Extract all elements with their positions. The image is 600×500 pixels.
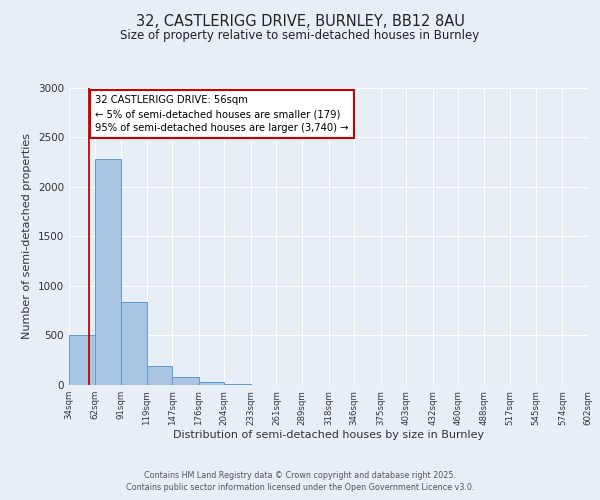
X-axis label: Distribution of semi-detached houses by size in Burnley: Distribution of semi-detached houses by … — [173, 430, 484, 440]
Text: 32 CASTLERIGG DRIVE: 56sqm
← 5% of semi-detached houses are smaller (179)
95% of: 32 CASTLERIGG DRIVE: 56sqm ← 5% of semi-… — [95, 96, 349, 134]
Text: 32, CASTLERIGG DRIVE, BURNLEY, BB12 8AU: 32, CASTLERIGG DRIVE, BURNLEY, BB12 8AU — [136, 14, 464, 29]
Y-axis label: Number of semi-detached properties: Number of semi-detached properties — [22, 133, 32, 339]
Bar — [199, 382, 224, 385]
Bar — [95, 159, 121, 385]
Text: Size of property relative to semi-detached houses in Burnley: Size of property relative to semi-detach… — [121, 28, 479, 42]
Bar — [224, 384, 251, 385]
Bar — [172, 377, 199, 385]
Bar — [121, 302, 146, 385]
Text: Contains HM Land Registry data © Crown copyright and database right 2025.: Contains HM Land Registry data © Crown c… — [144, 472, 456, 480]
Bar — [69, 336, 95, 385]
Bar — [146, 366, 172, 385]
Text: Contains public sector information licensed under the Open Government Licence v3: Contains public sector information licen… — [126, 484, 474, 492]
